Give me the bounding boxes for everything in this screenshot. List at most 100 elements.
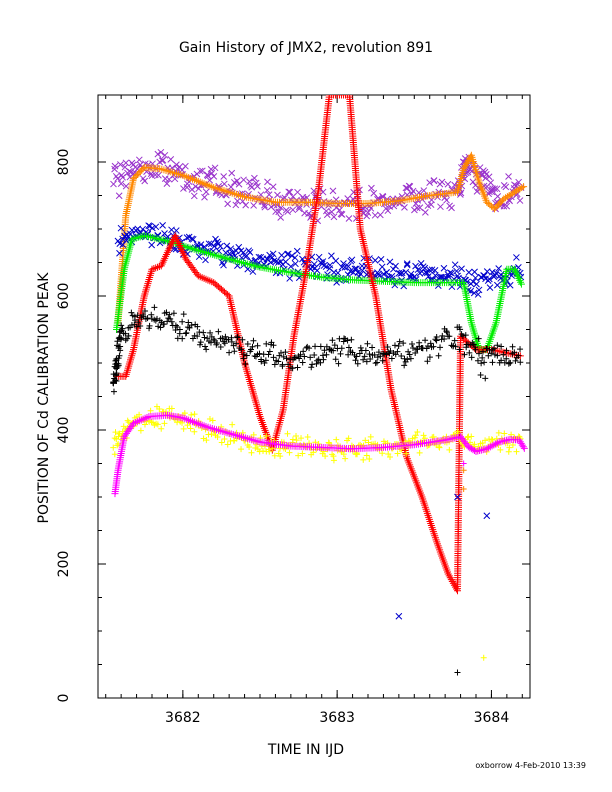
- data-point: [452, 343, 459, 350]
- data-point: [114, 338, 121, 345]
- data-point: [340, 451, 347, 458]
- data-point: [286, 188, 294, 196]
- data-point: [426, 266, 433, 274]
- data-point: [475, 350, 482, 357]
- data-point: [459, 333, 466, 340]
- data-point: [274, 191, 281, 199]
- data-point: [326, 261, 334, 269]
- data-point: [180, 311, 187, 318]
- data-point: [280, 353, 287, 360]
- data-point: [409, 187, 417, 195]
- data-point: [220, 180, 228, 188]
- data-point: [519, 443, 527, 451]
- data-point: [422, 337, 429, 344]
- data-point: [243, 352, 250, 359]
- data-point: [202, 343, 209, 350]
- data-point: [514, 186, 522, 194]
- data-point: [363, 452, 370, 459]
- data-point: [407, 355, 414, 362]
- data-point: [117, 180, 125, 187]
- data-point: [183, 329, 190, 336]
- data-point: [444, 180, 452, 188]
- series-2: [114, 222, 525, 298]
- data-point: [500, 195, 508, 203]
- data-point: [140, 313, 147, 320]
- data-point: [403, 450, 410, 457]
- data-point: [224, 200, 232, 208]
- data-point: [352, 357, 359, 364]
- data-point: [208, 431, 215, 438]
- data-point: [360, 456, 367, 463]
- data-point: [445, 273, 453, 281]
- data-point: [282, 446, 289, 453]
- data-point: [165, 175, 173, 183]
- data-point: [424, 342, 431, 349]
- data-point: [369, 344, 376, 351]
- data-point: [261, 443, 268, 450]
- data-point: [394, 348, 401, 355]
- data-point: [213, 339, 220, 346]
- data-point: [348, 256, 356, 264]
- data-point: [246, 178, 253, 185]
- data-point: [281, 194, 289, 202]
- data-point: [509, 189, 517, 197]
- data-point: [390, 202, 398, 210]
- data-point: [517, 359, 524, 366]
- data-point: [502, 194, 510, 202]
- data-point: [413, 204, 421, 212]
- data-point: [375, 195, 383, 203]
- data-point: [207, 339, 214, 346]
- data-point: [202, 188, 210, 196]
- data-point: [383, 269, 390, 276]
- data-point: [474, 357, 481, 364]
- data-point: [179, 318, 186, 325]
- data-point: [512, 187, 520, 195]
- data-point: [219, 335, 226, 342]
- data-point: [201, 334, 208, 341]
- data-point: [407, 270, 415, 278]
- data-point: [136, 411, 143, 418]
- series-5: [110, 304, 524, 395]
- data-point: [330, 453, 337, 460]
- data-point: [123, 237, 130, 244]
- data-point: [116, 352, 123, 359]
- data-point: [249, 268, 257, 275]
- data-point: [391, 342, 398, 349]
- data-point: [251, 174, 258, 182]
- data-point: [204, 172, 212, 180]
- data-point: [439, 332, 446, 339]
- data-point: [518, 184, 526, 192]
- data-point: [451, 337, 458, 344]
- data-point: [487, 179, 495, 187]
- data-point: [217, 344, 224, 351]
- data-point: [516, 197, 524, 204]
- data-point: [433, 334, 440, 341]
- data-point: [331, 95, 339, 99]
- data-point: [158, 425, 165, 432]
- data-point: [377, 255, 385, 263]
- data-point: [503, 202, 511, 210]
- data-point: [263, 186, 271, 194]
- data-point: [228, 338, 235, 345]
- data-point: [470, 344, 478, 352]
- data-point: [248, 449, 255, 456]
- data-point: [254, 182, 261, 190]
- data-point: [448, 283, 456, 291]
- data-point: [400, 340, 407, 347]
- data-point: [331, 342, 338, 349]
- y-tick-label: 400: [56, 417, 72, 444]
- series-3: [113, 232, 525, 354]
- data-point: [303, 194, 311, 202]
- data-point: [111, 162, 119, 170]
- data-point: [289, 436, 296, 443]
- data-point: [342, 455, 349, 462]
- data-point: [511, 188, 519, 196]
- data-point: [188, 235, 196, 243]
- data-point: [229, 249, 237, 257]
- data-point: [489, 437, 496, 444]
- data-point: [472, 274, 479, 282]
- data-point: [497, 271, 505, 279]
- plot-frame: [97, 94, 531, 699]
- data-point: [292, 260, 299, 268]
- data-point: [464, 434, 471, 441]
